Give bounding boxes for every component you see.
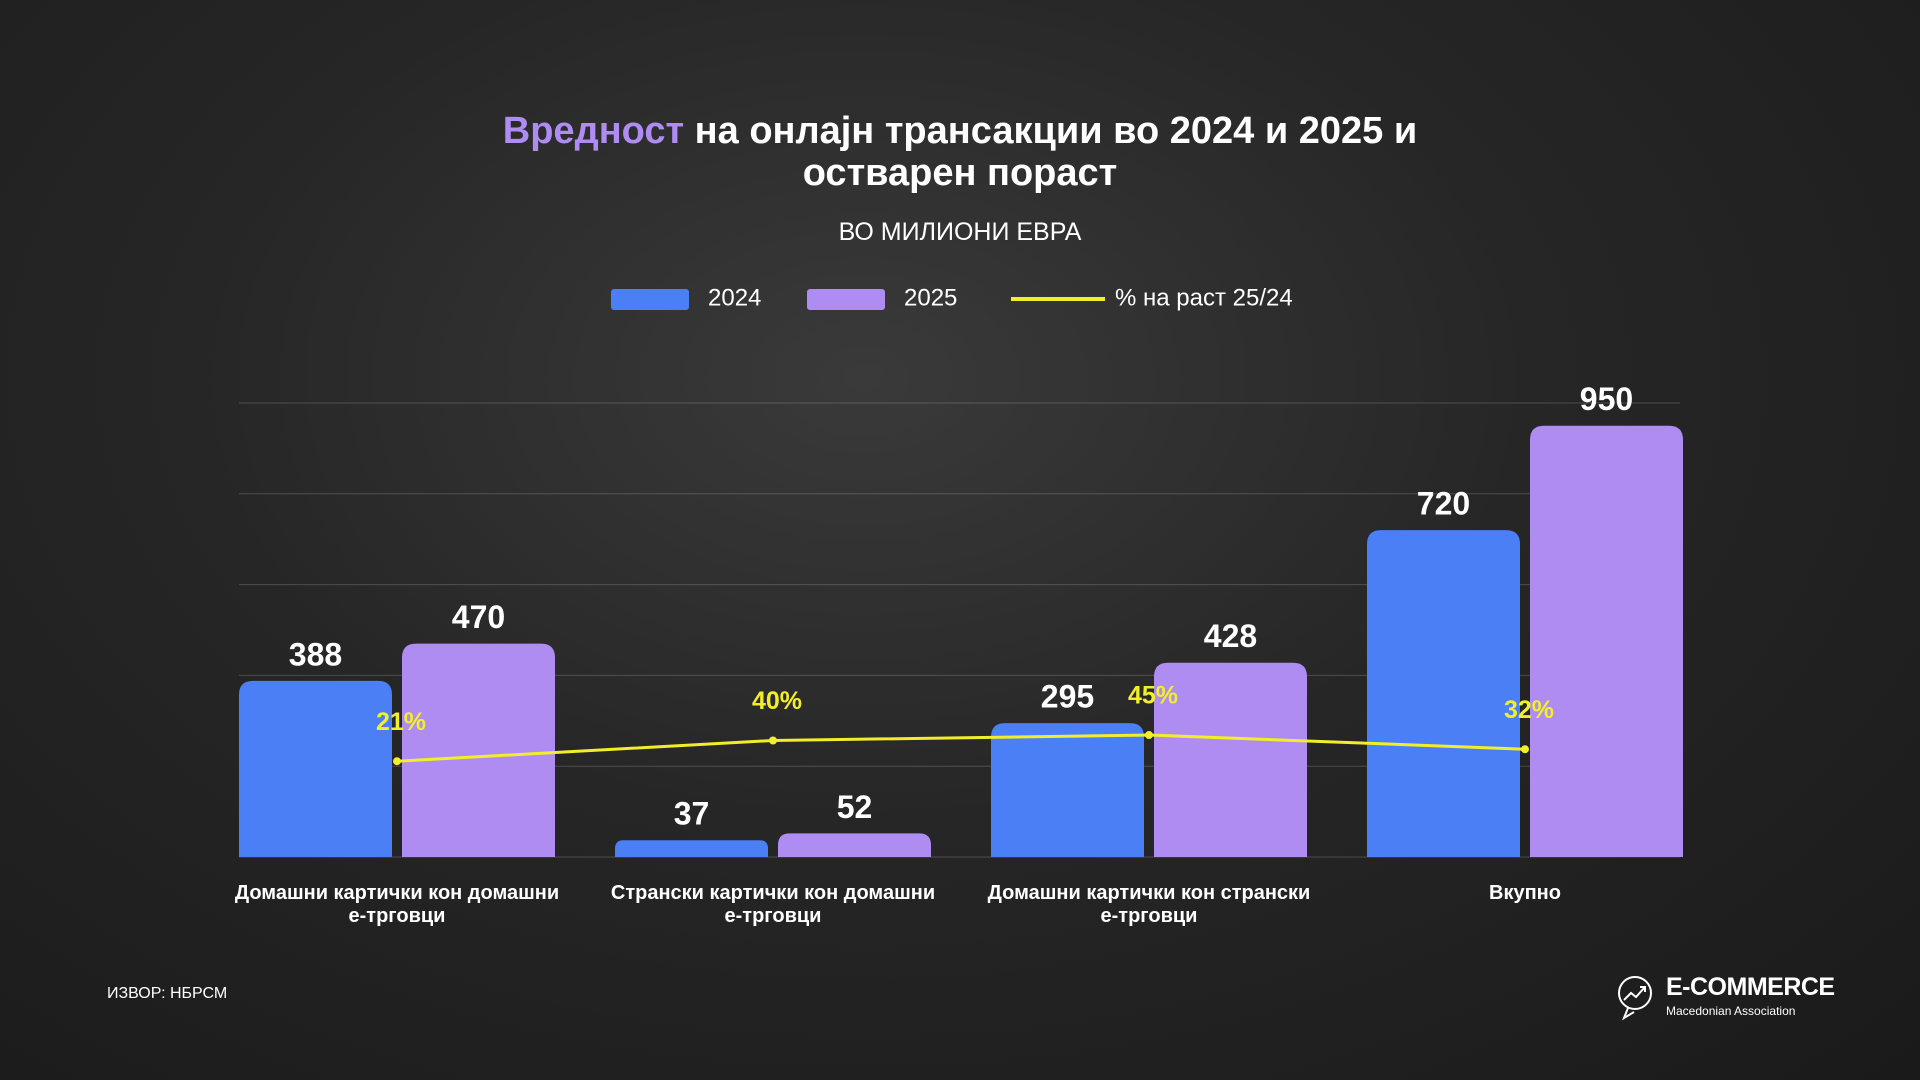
value-label: 950 <box>1580 381 1633 417</box>
value-label: 470 <box>452 599 505 635</box>
title-highlight: Вредност <box>502 110 685 152</box>
x-tick-label: Домашни картички кон домашни е-трговци <box>234 882 560 927</box>
legend-swatch <box>611 289 689 310</box>
growth-point <box>1521 745 1529 754</box>
bar <box>1367 530 1520 857</box>
bar <box>615 840 768 857</box>
value-label: 428 <box>1204 618 1257 654</box>
logo-name: E-COMMERCE <box>1666 973 1835 1001</box>
logo-tagline: Macedonian Association <box>1666 1004 1796 1018</box>
legend-label: % на раст 25/24 <box>1115 284 1293 311</box>
title-text: на онлајн трансакции во 2024 и 2025 и ос… <box>694 110 1418 194</box>
bar <box>1154 662 1307 857</box>
bar <box>778 833 931 857</box>
legend-label: 2025 <box>904 284 957 311</box>
growth-label: 21% <box>376 708 426 736</box>
value-label: 52 <box>837 789 873 825</box>
subtitle: ВО МИЛИОНИ ЕВРА <box>838 218 1082 246</box>
logo-icon <box>1618 976 1652 1021</box>
legend-label: 2024 <box>708 284 761 311</box>
x-tick-label: Странски картички кон домашни е-трговци <box>610 882 936 927</box>
growth-label: 32% <box>1504 696 1554 724</box>
source: ИЗВОР: НБРСМ <box>107 985 228 1002</box>
bar <box>991 723 1144 857</box>
growth-point <box>769 736 777 745</box>
value-label: 295 <box>1041 679 1094 715</box>
value-label: 720 <box>1417 486 1470 522</box>
value-label: 37 <box>674 796 710 832</box>
growth-line <box>396 733 1526 763</box>
x-tick-label: Домашни картички кон странски е-трговци <box>987 882 1311 927</box>
x-tick-label: Вкупно <box>1489 882 1561 904</box>
growth-label: 45% <box>1128 682 1178 710</box>
bar <box>402 643 555 857</box>
growth-label: 40% <box>752 687 802 715</box>
legend-swatch <box>807 289 885 310</box>
chart-title: Вредност на онлајн трансакции во 2024 и … <box>460 110 1460 194</box>
bar <box>239 680 392 857</box>
growth-point <box>393 757 401 766</box>
value-label: 388 <box>289 636 342 672</box>
growth-point <box>1145 731 1153 740</box>
bar <box>1530 425 1683 857</box>
